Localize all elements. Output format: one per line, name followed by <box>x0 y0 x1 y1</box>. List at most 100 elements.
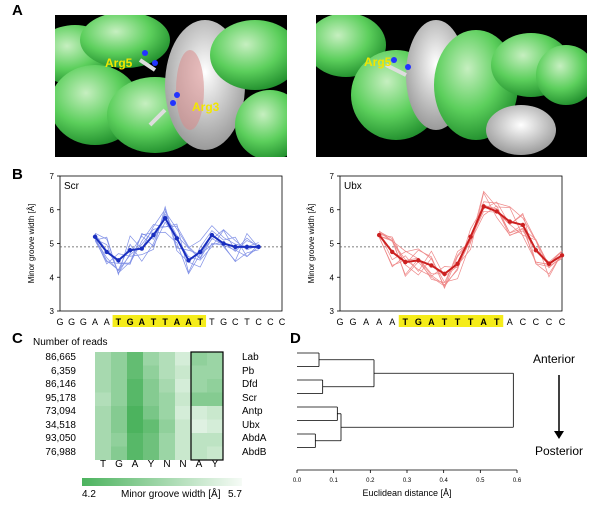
heatmap-cell <box>159 392 175 406</box>
molecule-image-left: Arg5 Arg3 <box>55 15 287 157</box>
heatmap-cell <box>191 433 207 447</box>
heatmap-cell <box>175 365 191 379</box>
mean-point <box>221 241 226 246</box>
y-tick-label: 6 <box>50 206 55 215</box>
heatmap <box>95 351 224 461</box>
heatmap-cell <box>159 419 175 433</box>
reads-value: 86,665 <box>45 352 76 363</box>
sequence-letter: G <box>68 317 75 327</box>
sequence-letter: C <box>255 317 262 327</box>
y-tick-label: 5 <box>50 240 55 249</box>
colorbar <box>82 478 242 486</box>
mean-point <box>559 253 565 258</box>
mean-point <box>151 232 156 238</box>
sequence-letter: C <box>279 317 286 327</box>
chart-title: Scr <box>64 181 80 192</box>
heatmap-cell <box>207 352 223 366</box>
heatmap-cell <box>111 379 127 393</box>
x-tick-label: 0.6 <box>513 478 522 484</box>
heatmap-cell <box>175 352 191 366</box>
panel-letter-a: A <box>12 2 23 19</box>
highlight-box <box>190 351 224 461</box>
reads-value: 73,094 <box>45 406 76 417</box>
mean-point <box>244 244 250 250</box>
heatmap-cell <box>143 406 159 420</box>
reads-value: 6,359 <box>50 365 76 377</box>
mean-point <box>209 232 215 238</box>
mean-point <box>520 222 526 228</box>
protein-label: Dfd <box>242 379 258 390</box>
individual-trace <box>379 210 563 284</box>
sequence-letter: A <box>104 317 110 327</box>
heatmap-cell <box>95 419 111 433</box>
heatmap-cell <box>111 365 127 379</box>
sequence-letter: A <box>507 317 513 327</box>
heatmap-cell <box>159 433 175 447</box>
heatmap-cell <box>111 352 127 366</box>
heatmap-cell <box>95 379 111 393</box>
heatmap-cell <box>191 379 207 393</box>
heatmap-cell <box>95 352 111 366</box>
mean-point <box>416 258 421 263</box>
heatmap-cell <box>175 419 191 433</box>
mean-point <box>546 261 552 266</box>
mean-point <box>376 232 382 238</box>
protein-label: Pb <box>242 365 255 377</box>
sequence-letter: G <box>336 317 343 327</box>
mean-point <box>455 261 460 266</box>
protein-label: Lab <box>242 352 259 363</box>
dendrogram: 0.0 0.1 0.2 0.3 0.4 0.5 0.6 Euclidean distance … <box>293 352 583 498</box>
sequence-letter: C <box>267 317 274 327</box>
heatmap-cell <box>127 419 143 433</box>
x-axis-label: Euclidean distance [Å] <box>362 488 451 498</box>
y-tick-label: 4 <box>50 273 55 282</box>
heatmap-column-label: Y <box>147 459 155 470</box>
sequence-letter: T <box>209 317 215 327</box>
individual-trace <box>379 201 563 288</box>
heatmap-cell <box>95 392 111 406</box>
heatmap-cell <box>127 352 143 366</box>
reads-value: 34,518 <box>45 419 76 431</box>
y-tick-label: 5 <box>330 240 335 249</box>
heatmap-cell <box>175 392 191 406</box>
core-highlight <box>112 315 207 327</box>
heatmap-cell <box>127 433 143 447</box>
sequence-letter: A <box>174 317 181 327</box>
heatmap-cell <box>111 406 127 420</box>
protein-label: AbdA <box>242 433 267 444</box>
heatmap-cell <box>175 406 191 420</box>
mean-point <box>104 249 109 255</box>
panel-letter-c: C <box>12 330 23 347</box>
heatmap-cell <box>95 365 111 379</box>
mean-point <box>429 263 434 268</box>
heatmap-column-label: G <box>115 459 123 470</box>
chart-title: Ubx <box>344 181 362 192</box>
heatmap-cell <box>191 392 207 406</box>
mean-point <box>174 236 180 241</box>
arg5-label-right: Arg5 <box>364 55 392 69</box>
y-tick-label: 7 <box>330 172 335 181</box>
heatmap-cell <box>143 365 159 379</box>
sequence-letter: A <box>480 317 487 327</box>
mean-point <box>442 271 447 277</box>
sequence-letter: T <box>116 317 122 327</box>
sequence-letter: A <box>428 317 435 327</box>
heatmap-cell <box>207 392 223 406</box>
individual-trace <box>378 201 563 277</box>
sequence-letter: A <box>389 317 395 327</box>
heatmap-cell <box>175 446 191 460</box>
sequence-letter: C <box>232 317 239 327</box>
heatmap-cell <box>191 419 207 433</box>
heatmap-cell <box>95 433 111 447</box>
sequence-letter: C <box>533 317 540 327</box>
sequence-letter: G <box>127 317 134 327</box>
sequence-letter: T <box>442 317 448 327</box>
colorbar-min: 4.2 <box>82 489 96 500</box>
heatmap-reads-header: Number of reads <box>33 337 108 348</box>
colorbar-label: Minor groove width [Å] <box>121 489 221 500</box>
reads-value: 76,988 <box>45 446 76 458</box>
mean-point <box>116 258 121 263</box>
heatmap-cell <box>175 433 191 447</box>
heatmap-column-label: A <box>131 459 139 470</box>
direction-arrow-head <box>554 431 564 439</box>
